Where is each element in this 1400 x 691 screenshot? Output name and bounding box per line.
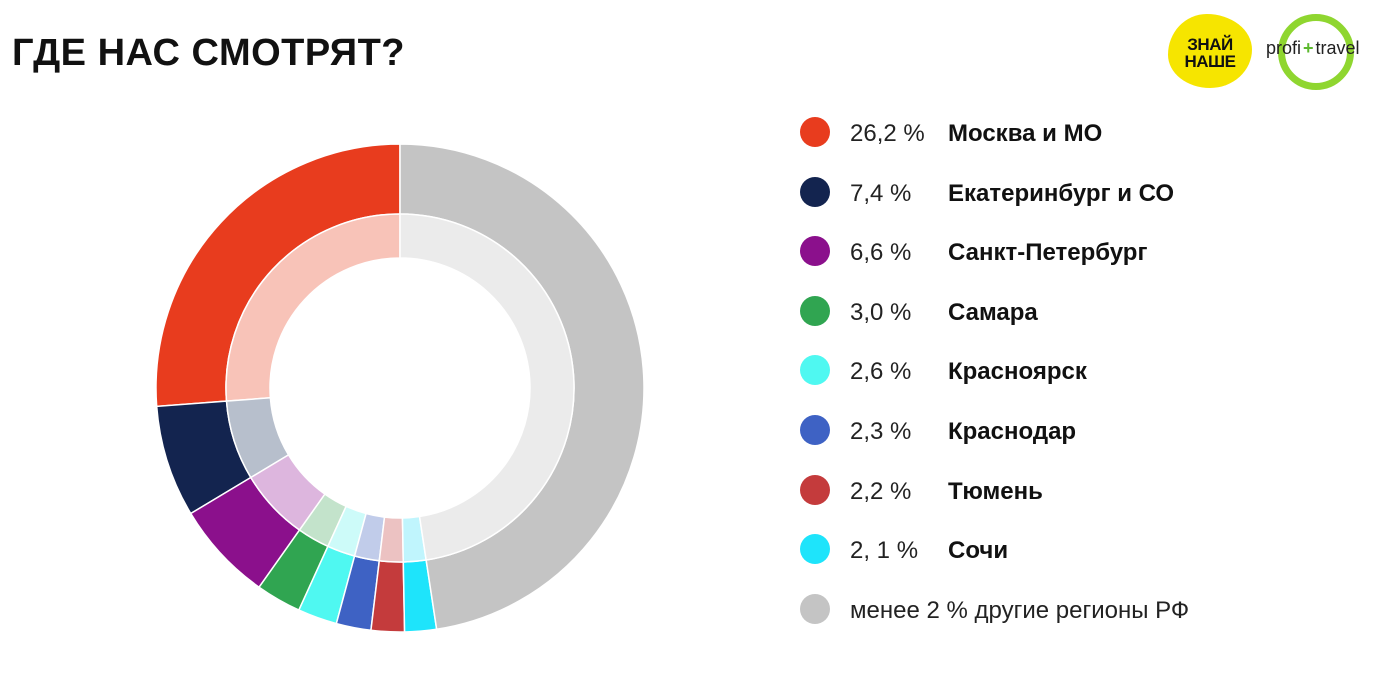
legend-item: 7,4 % Екатеринбург и СО [800,172,1360,212]
legend-label: Тюмень [948,477,1043,505]
legend-label: Краснодар [948,418,1077,445]
legend-percent: 2, 1 % [850,537,919,565]
legend-percent: 3,0 % [850,298,912,326]
slice-8-inner [399,213,575,561]
legend-item: 26,2 % Москва и МО [800,112,1360,152]
legend-item: 2,3 % Краснодар [800,410,1360,450]
znai-logo-line2: НАШЕ [1184,52,1236,71]
legend-percent: 6,6 % [850,239,912,267]
legend-swatch [800,117,830,147]
legend-label: Сочи [948,537,1009,565]
legend-swatch [800,474,830,505]
znai-logo-blob [1168,14,1252,88]
legend-swatch [800,593,830,624]
legend-percent: 26,2 % [850,120,925,147]
legend-item: 2, 1 % Сочи [800,529,1360,569]
legend-label: Санкт-Петербург [948,239,1148,267]
legend-percent: 2,2 % [850,477,912,505]
profi-logo-ring [1278,14,1354,90]
legend-swatch [800,415,830,445]
profi-logo-text: profi + travel [1266,38,1360,59]
legend-swatch [800,534,830,565]
legend-swatch [800,176,830,207]
legend-item: 6,6 % Санкт-Петербург [800,231,1360,271]
znai-nashe-logo: ЗНАЙ НАШЕ [1168,14,1252,88]
legend-swatch [800,295,830,326]
legend-percent: 2,6 % [850,358,912,386]
legend-item: менее 2 % другие регионы РФ [800,589,1360,629]
legend-swatch [800,355,830,386]
legend-percent: 7,4 % [850,179,912,207]
profi-logo-plus: + [1303,38,1314,58]
znai-logo-line1: ЗНАЙ [1187,35,1233,54]
legend-percent: 2,3 % [850,418,912,445]
legend-label: Екатеринбург и СО [948,179,1175,207]
page-title: ГДЕ НАС СМОТРЯТ? [12,32,406,74]
legend-item: 3,0 % Самара [800,291,1360,331]
legend-item: 2,2 % Тюмень [800,470,1360,510]
legend-item: 2,6 % Красноярск [800,350,1360,390]
legend-percent: менее 2 % [850,596,968,624]
legend-label: другие регионы РФ [974,596,1190,624]
profi-travel-logo: profi + travel [1262,12,1388,90]
profi-logo-left: profi [1266,38,1302,58]
legend-label: Москва и МО [948,120,1103,147]
profi-logo-right: travel [1315,38,1360,58]
legend-label: Красноярск [948,358,1087,386]
legend-label: Самара [948,298,1038,326]
legend-swatch [800,236,830,267]
